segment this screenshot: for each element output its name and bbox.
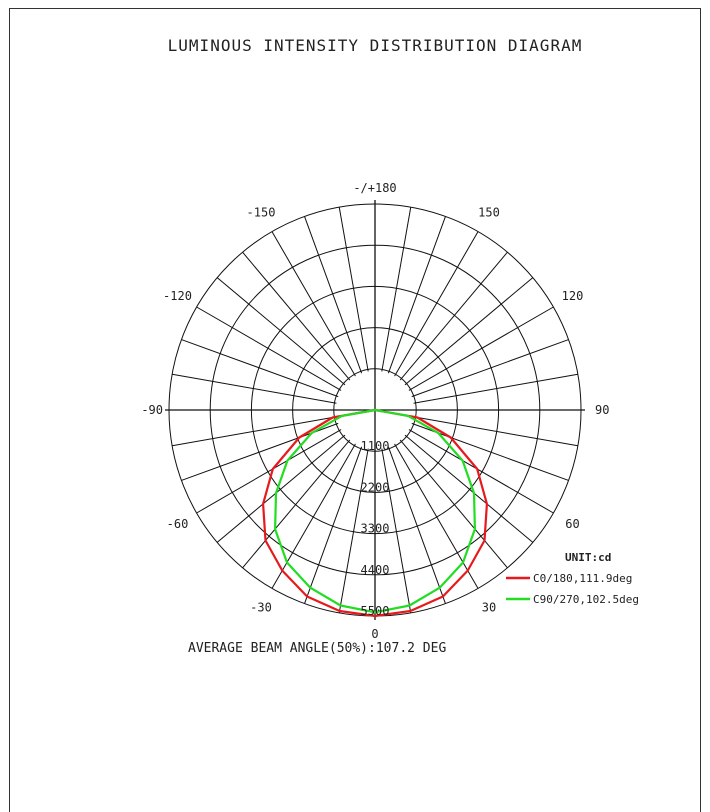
grid-spoke	[404, 434, 534, 543]
radial-tick-labels: 1100 2200 3300 4400 5500	[361, 439, 390, 618]
grid-spoke	[387, 216, 446, 374]
grid-spoke	[408, 429, 554, 514]
radial-tick-label: 5500	[361, 604, 390, 618]
unit-label: UNIT:cd	[565, 551, 611, 564]
grid-spoke	[181, 339, 339, 398]
beam-angle-annotation: AVERAGE BEAM ANGLE(50%):107.2 DEG	[188, 641, 447, 656]
angle-label: 60	[565, 517, 579, 531]
grid-spoke	[242, 439, 351, 569]
radial-tick-label: 4400	[361, 563, 390, 577]
angle-label: -120	[163, 289, 192, 303]
grid-spoke	[387, 446, 446, 604]
polar-grid	[165, 200, 585, 620]
series-curve	[262, 408, 488, 618]
angle-label: 0	[371, 627, 378, 641]
grid-spoke	[216, 277, 346, 386]
grid-spoke	[196, 306, 342, 391]
legend-label: C90/270,102.5deg	[533, 593, 639, 606]
grid-spoke	[304, 446, 363, 604]
grid-spoke	[271, 443, 356, 589]
grid-spoke	[394, 231, 479, 377]
grid-spoke	[216, 434, 346, 543]
grid-spoke	[399, 251, 508, 381]
intensity-curves	[262, 408, 488, 618]
radial-tick-label: 1100	[361, 439, 390, 453]
legend: UNIT:cd C0/180,111.9deg C90/270,102.5deg	[506, 551, 639, 606]
angle-label: -60	[167, 517, 189, 531]
grid-spoke	[242, 251, 351, 381]
grid-spoke	[196, 429, 342, 514]
grid-spoke	[172, 373, 337, 404]
grid-spoke	[338, 448, 369, 613]
angle-label: 30	[482, 601, 496, 615]
legend-label: C0/180,111.9deg	[533, 572, 632, 585]
grid-spoke	[413, 416, 578, 447]
grid-spoke	[338, 207, 369, 372]
grid-spoke	[413, 373, 578, 404]
angle-label: 150	[478, 206, 500, 220]
angle-label: 90	[595, 403, 609, 417]
radial-tick-label: 2200	[361, 480, 390, 494]
grid-spoke	[271, 231, 356, 377]
angle-label: -90	[141, 403, 163, 417]
chart-title: LUMINOUS INTENSITY DISTRIBUTION DIAGRAM	[167, 36, 583, 55]
grid-spoke	[394, 443, 479, 589]
grid-spoke	[172, 416, 337, 447]
grid-spoke	[411, 339, 569, 398]
radial-tick-label: 3300	[361, 522, 390, 536]
angle-labels: -/+180 -150 150 -120 120 -90 90 -60 60 -30 30 0	[141, 181, 609, 641]
grid-spoke	[404, 277, 534, 386]
grid-spoke	[381, 448, 412, 613]
series-curve	[274, 408, 476, 614]
grid-spoke	[304, 216, 363, 374]
angle-label: 120	[562, 289, 584, 303]
angle-label: -/+180	[353, 181, 396, 195]
angle-label: -150	[247, 206, 276, 220]
grid-spoke	[399, 439, 508, 569]
grid-spoke	[408, 306, 554, 391]
grid-spoke	[381, 207, 412, 372]
angle-label: -30	[250, 601, 272, 615]
